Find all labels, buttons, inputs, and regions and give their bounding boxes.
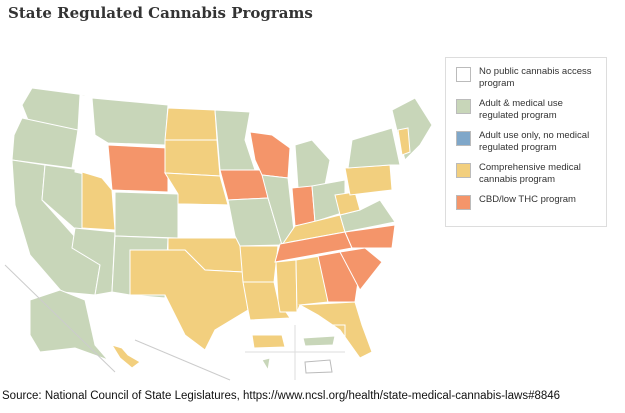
legend-item: Adult use only, no medical regulated pro…	[456, 130, 600, 154]
region	[91, 97, 169, 146]
region	[304, 359, 333, 374]
legend-item: Comprehensive medical cannabis program	[456, 162, 600, 186]
region	[334, 191, 361, 216]
region	[295, 255, 329, 313]
region	[114, 191, 179, 239]
region	[129, 249, 249, 351]
region	[261, 357, 271, 372]
region	[11, 117, 79, 169]
region	[242, 281, 291, 321]
region	[391, 97, 433, 161]
region	[177, 203, 236, 237]
region	[71, 227, 116, 296]
region	[29, 289, 110, 362]
legend: No public cannabis access program Adult &…	[445, 57, 607, 227]
region	[239, 245, 279, 283]
legend-label: Adult use only, no medical regulated pro…	[479, 130, 590, 153]
legend-swatch	[456, 163, 471, 178]
region	[81, 171, 116, 231]
region	[311, 179, 346, 223]
legend-label: CBD/low THC program	[479, 194, 576, 205]
legend-item: Adult & medical use regulated program	[456, 98, 600, 122]
legend-swatch	[456, 195, 471, 210]
region	[275, 259, 298, 313]
region	[107, 144, 169, 193]
region	[317, 251, 359, 303]
legend-label: Adult & medical use regulated program	[479, 98, 563, 121]
region	[164, 139, 221, 177]
region	[397, 127, 411, 156]
legend-item: No public cannabis access program	[456, 66, 600, 90]
legend-label: Comprehensive medical cannabis program	[479, 162, 581, 185]
region	[294, 139, 331, 189]
region	[298, 301, 373, 359]
region	[339, 247, 383, 291]
region	[344, 164, 393, 196]
source: Source: National Council of State Legisl…	[2, 390, 561, 402]
region	[214, 109, 256, 171]
legend-swatch	[456, 99, 471, 114]
title: State Regulated Cannabis Programs	[8, 4, 313, 22]
region	[219, 169, 269, 201]
region	[344, 224, 396, 249]
region	[302, 335, 336, 347]
region	[251, 334, 286, 349]
legend-label: No public cannabis access program	[479, 66, 592, 89]
region	[164, 107, 218, 141]
region	[291, 185, 316, 227]
region	[347, 127, 401, 169]
legend-swatch	[456, 131, 471, 146]
region	[110, 344, 141, 369]
legend-item: CBD/low THC program	[456, 194, 600, 210]
legend-swatch	[456, 67, 471, 82]
